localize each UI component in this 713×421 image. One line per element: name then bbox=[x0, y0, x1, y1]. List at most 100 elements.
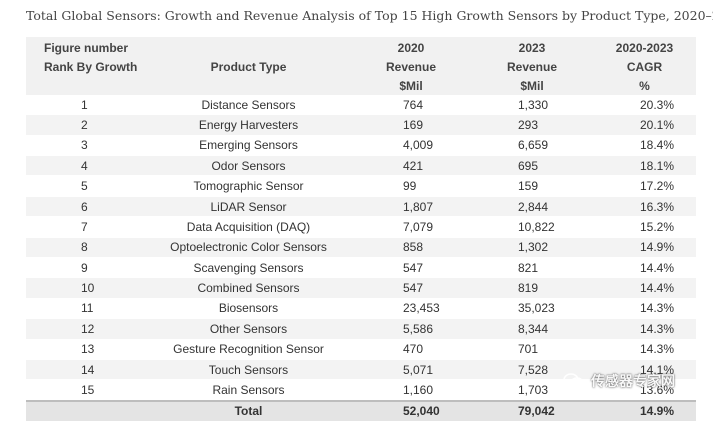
rank-cell: 11 bbox=[81, 301, 94, 316]
product-type-cell: Touch Sensors bbox=[208, 362, 289, 377]
revenue-2023-cell: 8,344 bbox=[518, 321, 549, 336]
revenue-2023-cell: 1,330 bbox=[518, 97, 549, 112]
total-revenue-2020: 52,040 bbox=[403, 404, 440, 419]
revenue-2023-cell: 821 bbox=[518, 260, 539, 275]
watermark-text: 传感器专家网 bbox=[591, 373, 675, 389]
cagr-cell: 17.2% bbox=[640, 179, 675, 194]
header-unit-percent: % bbox=[639, 78, 650, 93]
total-cagr: 14.9% bbox=[640, 404, 675, 419]
header-unit-mil-2023: $Mil bbox=[520, 78, 544, 93]
product-type-cell: LiDAR Sensor bbox=[210, 199, 287, 214]
header-row-1: Figure number 2020 2023 2020-2023 bbox=[26, 37, 696, 58]
cagr-cell: 15.2% bbox=[640, 219, 675, 234]
rank-cell: 14 bbox=[81, 362, 95, 377]
cagr-cell: 14.4% bbox=[640, 281, 675, 296]
header-year-2023: 2023 bbox=[518, 41, 546, 56]
sensors-table: Figure number 2020 2023 2020-2023 Rank B… bbox=[26, 37, 696, 421]
revenue-2020-cell: 99 bbox=[403, 179, 417, 194]
watermark: 传感器专家网 bbox=[563, 371, 675, 391]
revenue-2020-cell: 470 bbox=[403, 342, 424, 357]
header-empty bbox=[146, 37, 351, 58]
header-cagr: CAGR bbox=[626, 59, 663, 74]
revenue-2020-cell: 4,009 bbox=[403, 138, 434, 153]
table-header: Figure number 2020 2023 2020-2023 Rank B… bbox=[26, 37, 696, 95]
product-type-cell: Combined Sensors bbox=[197, 281, 300, 296]
revenue-2023-cell: 6,659 bbox=[518, 138, 549, 153]
rank-cell: 8 bbox=[81, 240, 88, 255]
table-row: 9 Scavenging Sensors 547 821 14.4% bbox=[26, 258, 696, 278]
cagr-cell: 18.1% bbox=[640, 158, 675, 173]
header-figure-number: Figure number bbox=[44, 41, 129, 56]
product-type-cell: Data Acquisition (DAQ) bbox=[186, 219, 311, 234]
total-rank-empty bbox=[26, 401, 146, 421]
revenue-2023-cell: 1,302 bbox=[518, 240, 549, 255]
product-type-cell: Scavenging Sensors bbox=[193, 260, 304, 275]
cagr-cell: 18.4% bbox=[640, 138, 675, 153]
table-body: 1 Distance Sensors 764 1,330 20.3% 2 Energy Ha… bbox=[26, 95, 696, 401]
rank-cell: 4 bbox=[81, 158, 88, 173]
cagr-cell: 20.3% bbox=[640, 97, 675, 112]
product-type-cell: Tomographic Sensor bbox=[193, 179, 304, 194]
table-row: 6 LiDAR Sensor 1,807 2,844 16.3% bbox=[26, 196, 696, 217]
revenue-2023-cell: 819 bbox=[518, 281, 539, 296]
revenue-2020-cell: 5,071 bbox=[403, 362, 434, 377]
revenue-2023-cell: 10,822 bbox=[518, 219, 555, 234]
product-type-cell: Distance Sensors bbox=[201, 97, 296, 112]
header-revenue-2023: Revenue bbox=[506, 59, 558, 74]
header-unit-empty bbox=[26, 76, 146, 95]
table-row: 12 Other Sensors 5,586 8,344 14.3% bbox=[26, 318, 696, 340]
total-label: Total bbox=[234, 404, 263, 419]
rank-cell: 13 bbox=[81, 342, 95, 357]
header-product-type: Product Type bbox=[210, 59, 287, 74]
cagr-cell: 14.3% bbox=[640, 342, 675, 357]
wechat-icon bbox=[563, 373, 584, 389]
total-row: Total 52,040 79,042 14.9% bbox=[26, 400, 696, 421]
cagr-cell: 14.3% bbox=[640, 301, 675, 316]
revenue-2020-cell: 547 bbox=[403, 260, 424, 275]
revenue-2023-cell: 35,023 bbox=[518, 301, 555, 316]
revenue-2023-cell: 701 bbox=[518, 342, 539, 357]
revenue-2020-cell: 169 bbox=[403, 117, 424, 132]
revenue-2023-cell: 7,528 bbox=[518, 362, 549, 377]
cagr-cell: 14.4% bbox=[640, 260, 675, 275]
product-type-cell: Emerging Sensors bbox=[199, 138, 298, 153]
cagr-cell: 14.3% bbox=[640, 321, 675, 336]
revenue-2023-cell: 695 bbox=[518, 158, 539, 173]
revenue-2020-cell: 7,079 bbox=[403, 219, 434, 234]
table-row: 11 Biosensors 23,453 35,023 14.3% bbox=[26, 298, 696, 319]
product-type-cell: Other Sensors bbox=[209, 321, 288, 336]
revenue-2023-cell: 2,844 bbox=[518, 199, 549, 214]
rank-cell: 12 bbox=[81, 321, 95, 336]
header-period: 2020-2023 bbox=[615, 41, 674, 56]
product-type-cell: Biosensors bbox=[218, 301, 279, 316]
header-revenue-2020: Revenue bbox=[385, 59, 437, 74]
header-unit-mil-2020: $Mil bbox=[399, 78, 423, 93]
table-caption: Total Global Sensors: Growth and Revenue… bbox=[26, 8, 713, 23]
table-row: 2 Energy Harvesters 169 293 20.1% bbox=[26, 114, 696, 136]
product-type-cell: Gesture Recognition Sensor bbox=[173, 342, 324, 357]
table-row: 3 Emerging Sensors 4,009 6,659 18.4% bbox=[26, 135, 696, 156]
header-row-2: Rank By Growth Product Type Revenue Reve… bbox=[26, 57, 696, 77]
rank-cell: 9 bbox=[81, 260, 88, 275]
revenue-2020-cell: 858 bbox=[403, 240, 424, 255]
rank-cell: 5 bbox=[81, 179, 88, 194]
header-year-2020: 2020 bbox=[397, 41, 425, 56]
cagr-cell: 16.3% bbox=[640, 199, 675, 214]
header-row-3: $Mil $Mil % bbox=[26, 76, 696, 95]
product-type-cell: Odor Sensors bbox=[211, 158, 286, 173]
table-row: 15 Rain Sensors 1,160 1,703 13.6% bbox=[26, 380, 696, 401]
revenue-2020-cell: 547 bbox=[403, 281, 424, 296]
header-unit-empty bbox=[146, 76, 351, 95]
revenue-2020-cell: 1,160 bbox=[403, 383, 434, 398]
product-type-cell: Energy Harvesters bbox=[198, 117, 299, 132]
cagr-cell: 14.1% bbox=[640, 362, 675, 377]
rank-cell: 3 bbox=[81, 138, 88, 153]
revenue-2020-cell: 1,807 bbox=[403, 199, 434, 214]
table-row: 5 Tomographic Sensor 99 159 17.2% bbox=[26, 176, 696, 197]
table-row: 7 Data Acquisition (DAQ) 7,079 10,822 15.2% bbox=[26, 217, 696, 238]
rank-cell: 15 bbox=[81, 383, 95, 398]
rank-cell: 6 bbox=[81, 199, 88, 214]
cagr-cell: 13.6% bbox=[640, 383, 675, 398]
product-type-cell: Optoelectronic Color Sensors bbox=[170, 240, 327, 255]
rank-cell: 7 bbox=[81, 219, 88, 234]
